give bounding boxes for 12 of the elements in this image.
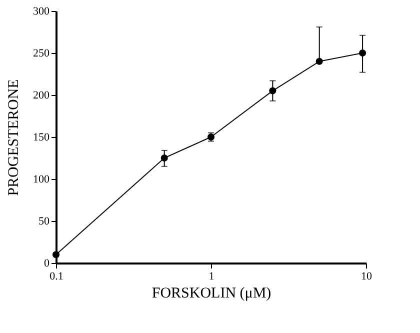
y-tick-label: 100 bbox=[33, 174, 50, 186]
y-tick-label: 250 bbox=[33, 48, 50, 60]
x-axis-title: FORSKOLIN (μM) bbox=[152, 286, 272, 302]
x-tick-label: 0.1 bbox=[50, 270, 64, 282]
y-tick-label: 150 bbox=[33, 132, 50, 144]
y-tick-label: 200 bbox=[33, 90, 50, 102]
x-tick-label: 1 bbox=[208, 270, 214, 282]
y-tick-label: 300 bbox=[33, 6, 50, 18]
x-tick-label: 10 bbox=[361, 270, 372, 282]
y-tick-label: 0 bbox=[44, 258, 50, 270]
y-tick-label: 50 bbox=[38, 216, 50, 228]
y-axis-title: PROGESTERONE bbox=[6, 79, 22, 196]
